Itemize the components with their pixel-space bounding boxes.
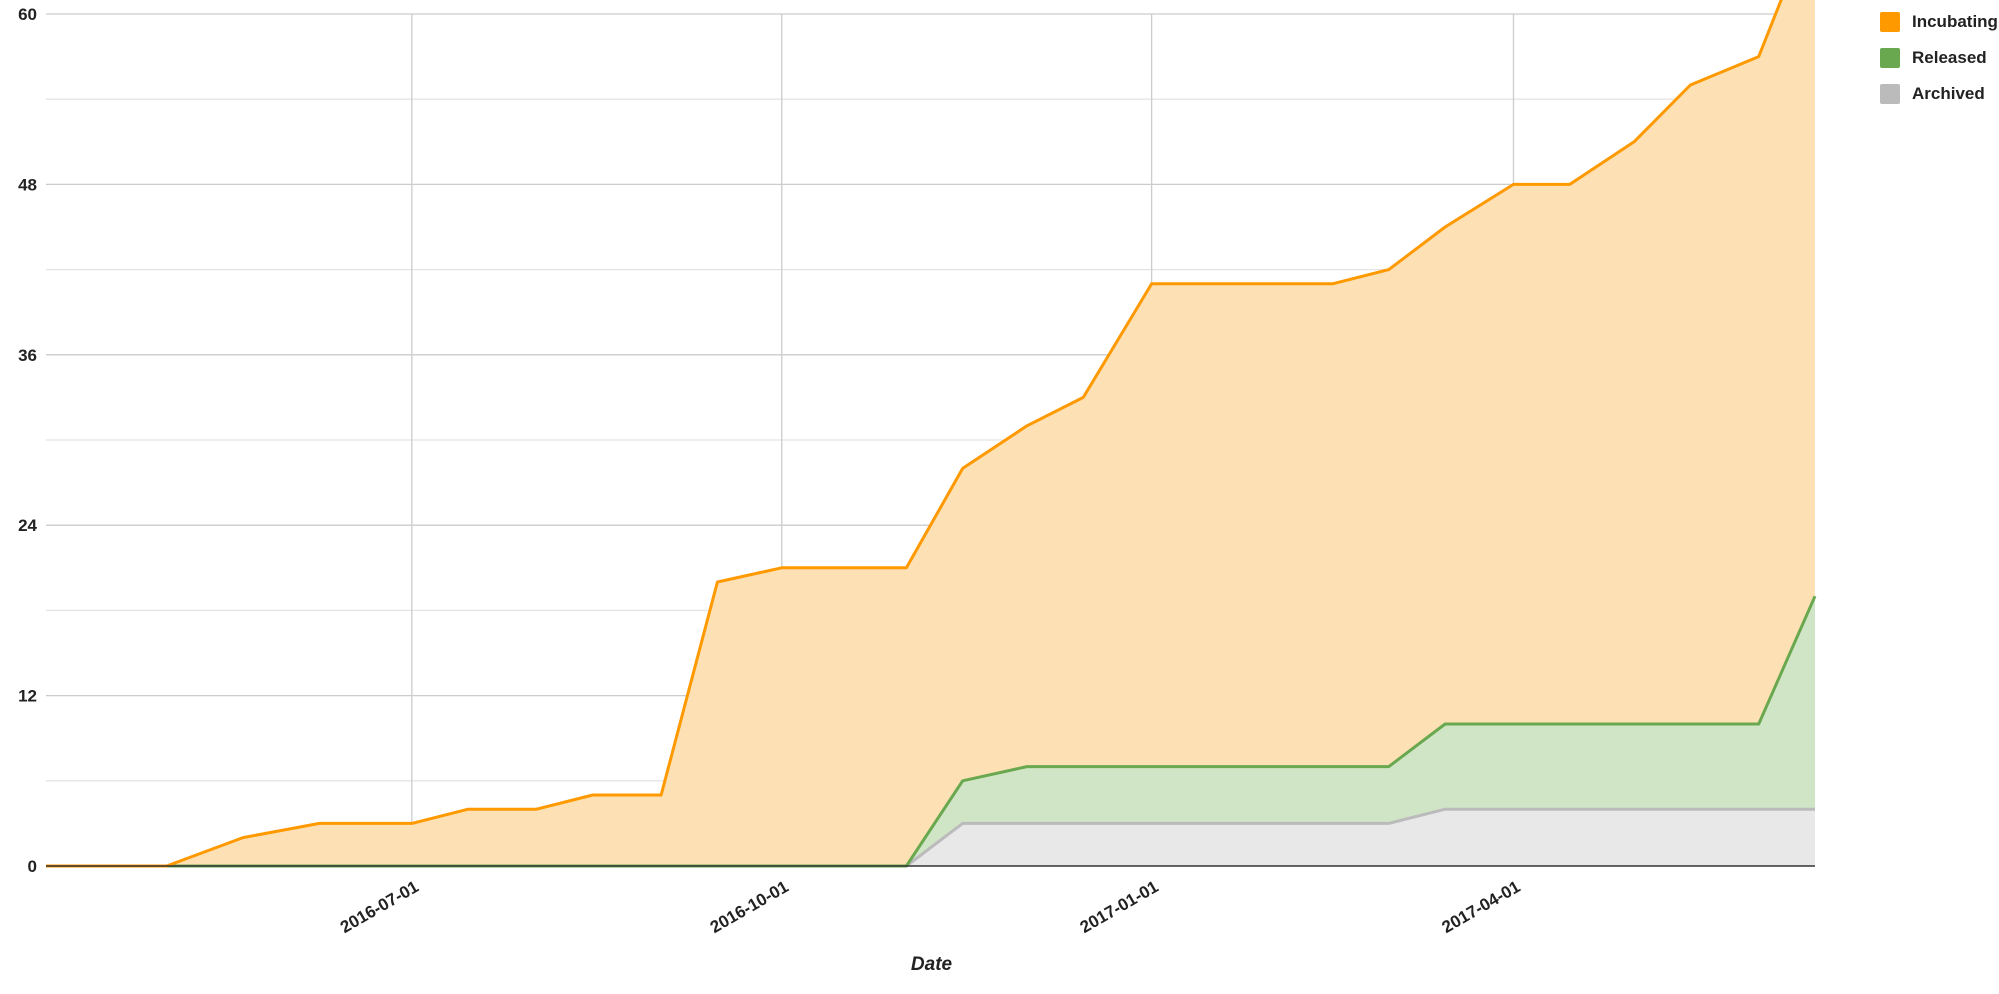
y-tick-label: 36 (18, 346, 37, 365)
y-axis-tick-labels: 0 12 24 36 48 60 (18, 5, 37, 876)
legend-item-released[interactable]: Released (1880, 40, 1995, 76)
series-lines (46, 0, 1817, 868)
legend-label: Released (1912, 48, 1987, 67)
x-tick-label: 2016-07-01 (337, 877, 422, 937)
x-axis-title: Date (911, 954, 953, 975)
legend-label: Archived (1912, 84, 1985, 103)
legend-item-archived[interactable]: Archived (1880, 76, 1995, 112)
x-tick-label: 2016-10-01 (707, 877, 792, 937)
y-tick-label: 48 (18, 175, 37, 194)
y-tick-label: 60 (18, 5, 37, 24)
y-tick-label: 12 (18, 687, 37, 706)
x-axis-tick-labels: 2016-07-01 2016-10-01 2017-01-01 2017-04-01 (337, 877, 1523, 937)
x-tick-label: 2017-01-01 (1077, 877, 1162, 937)
legend-swatch (1880, 84, 1900, 104)
legend: Incubating Released Archived (1880, 4, 1998, 112)
area-released (46, 596, 1815, 866)
line-incubating (46, 0, 1783, 868)
area-incubating (46, 0, 1815, 866)
legend-label: Incubating (1912, 12, 1998, 31)
y-tick-label: 24 (18, 516, 37, 535)
y-tick-label: 0 (28, 857, 37, 876)
area-series (46, 0, 1815, 866)
legend-swatch (1880, 12, 1900, 32)
legend-item-incubating[interactable]: Incubating (1880, 4, 1998, 40)
legend-swatch (1880, 48, 1900, 68)
x-tick-label: 2017-04-01 (1439, 877, 1524, 937)
